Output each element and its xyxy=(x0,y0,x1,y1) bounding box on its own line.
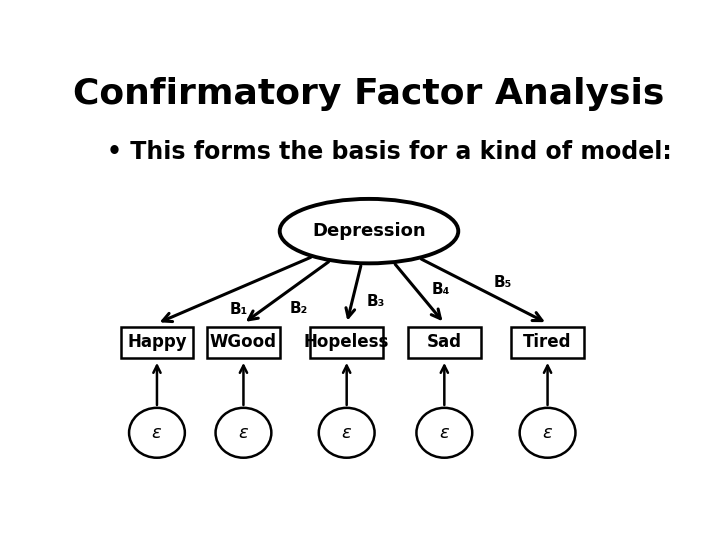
Ellipse shape xyxy=(129,408,185,458)
Text: $\varepsilon$: $\varepsilon$ xyxy=(542,424,553,442)
Ellipse shape xyxy=(215,408,271,458)
FancyBboxPatch shape xyxy=(310,327,383,358)
Text: $\varepsilon$: $\varepsilon$ xyxy=(438,424,450,442)
Ellipse shape xyxy=(319,408,374,458)
FancyBboxPatch shape xyxy=(121,327,193,358)
Text: Hopeless: Hopeless xyxy=(304,333,390,352)
Text: Sad: Sad xyxy=(427,333,462,352)
Text: Confirmatory Factor Analysis: Confirmatory Factor Analysis xyxy=(73,77,665,111)
Text: B₅: B₅ xyxy=(493,275,512,290)
Text: B₃: B₃ xyxy=(366,294,384,308)
Text: B₁: B₁ xyxy=(230,302,248,317)
Text: Happy: Happy xyxy=(127,333,186,352)
Text: B₄: B₄ xyxy=(431,282,450,297)
Text: Tired: Tired xyxy=(523,333,572,352)
Text: Depression: Depression xyxy=(312,222,426,240)
FancyBboxPatch shape xyxy=(408,327,481,358)
Ellipse shape xyxy=(416,408,472,458)
Text: $\varepsilon$: $\varepsilon$ xyxy=(341,424,352,442)
Text: • This forms the basis for a kind of model:: • This forms the basis for a kind of mod… xyxy=(107,140,672,164)
FancyBboxPatch shape xyxy=(207,327,280,358)
Text: B₂: B₂ xyxy=(289,301,308,316)
FancyBboxPatch shape xyxy=(511,327,584,358)
Text: WGood: WGood xyxy=(210,333,277,352)
Text: $\varepsilon$: $\varepsilon$ xyxy=(151,424,163,442)
Text: $\varepsilon$: $\varepsilon$ xyxy=(238,424,249,442)
Ellipse shape xyxy=(520,408,575,458)
